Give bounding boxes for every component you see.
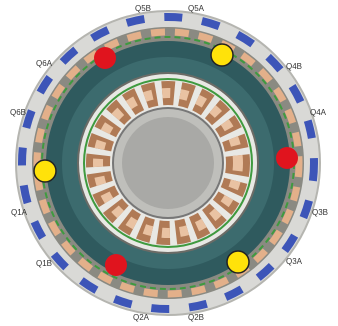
quadrant-label: Q5B bbox=[135, 4, 151, 13]
quadrant-label: Q4B bbox=[286, 62, 302, 71]
quadrant-label: Q4A bbox=[310, 108, 327, 117]
red-marker bbox=[276, 147, 298, 169]
yellow-marker bbox=[34, 160, 56, 182]
quadrant-label: Q3A bbox=[286, 257, 303, 266]
red-marker bbox=[94, 47, 116, 69]
quadrant-label: Q5A bbox=[188, 4, 205, 13]
yellow-marker bbox=[227, 251, 249, 273]
quadrant-label: Q6B bbox=[10, 108, 26, 117]
quadrant-label: Q1A bbox=[11, 208, 28, 217]
quadrant-label: Q2B bbox=[188, 313, 204, 322]
yellow-marker bbox=[211, 44, 233, 66]
magnet-cross-section: Q5B Q5A Q4B Q4A Q3B Q3A Q2B Q2A Q1B Q1A … bbox=[0, 0, 338, 326]
assembly bbox=[16, 11, 320, 315]
quadrant-label: Q3B bbox=[312, 208, 328, 217]
bore bbox=[122, 117, 214, 209]
quadrant-label: Q6A bbox=[36, 59, 53, 68]
quadrant-label: Q1B bbox=[36, 259, 52, 268]
red-marker bbox=[105, 254, 127, 276]
quadrant-label: Q2A bbox=[133, 313, 150, 322]
